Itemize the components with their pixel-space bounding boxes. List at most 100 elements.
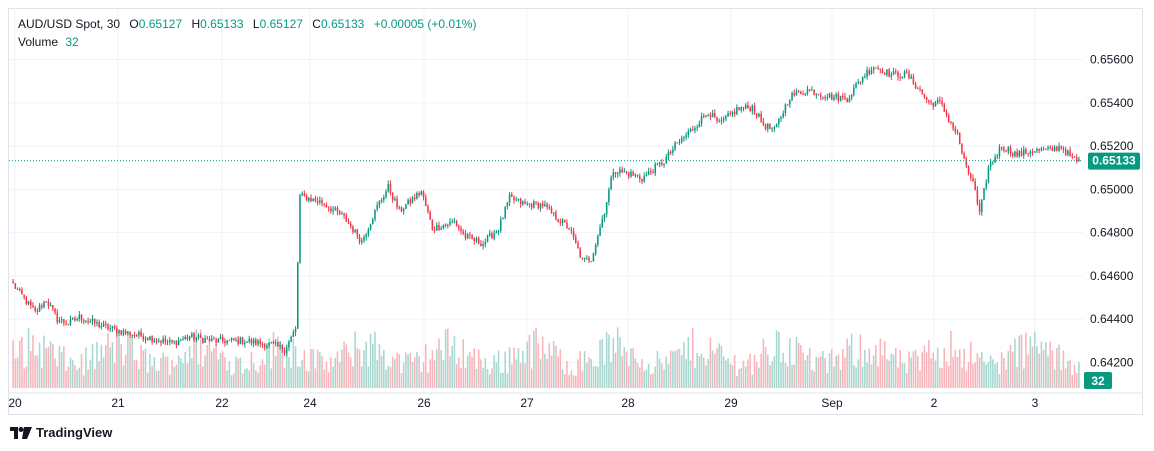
volume-bar [824,358,826,388]
chart-frame[interactable] [8,8,1143,415]
volume-bar [661,363,663,388]
candle-body [886,69,888,75]
candle-body [881,69,884,74]
candle-body [1069,150,1071,157]
volume-bar [341,349,343,388]
candle-body [842,96,844,98]
time-tick-label: 26 [417,396,431,410]
volume-bar [206,344,209,388]
candle-body [616,172,619,174]
volume-bar [722,356,725,388]
volume-bar [241,373,244,388]
volume-bar [85,347,87,388]
candle-body [118,330,120,334]
candle-body [502,217,504,220]
candle-body [819,94,822,97]
candle-body [323,203,326,205]
candle-body [493,233,495,239]
candle-body [1020,151,1023,156]
volume-bar [647,364,650,388]
candle-body [636,174,639,176]
candle-body [914,83,917,89]
volume-bar [568,375,570,388]
candle-body [575,237,577,244]
candle-body [1040,148,1043,151]
volume-bar [650,374,652,388]
volume-bar [138,368,140,388]
candle-body [32,305,34,308]
candle-body [1047,147,1049,149]
volume-bar [696,352,698,388]
volume-bar [1016,367,1018,388]
candle-body [60,319,63,321]
candle-body [572,231,575,238]
candle-body [943,104,946,112]
volume-bar [877,366,879,388]
volume-bar [290,367,292,388]
volume-bar [778,331,780,388]
candle-body [630,171,632,177]
candle-body [1075,157,1078,161]
volume-bar [981,352,983,388]
candle-body [325,204,328,208]
volume-bar [530,368,533,388]
volume-bar [513,347,515,388]
symbol-title[interactable]: AUD/USD Spot, 30 [18,17,121,31]
volume-bar [954,349,957,388]
volume-bar [965,370,968,388]
volume-bar [634,358,637,388]
candle-body [588,257,590,262]
volume-bar [12,340,14,388]
volume-bar [369,333,372,388]
candle-body [250,339,253,344]
volume-bar [228,361,231,388]
candle-body [451,221,453,223]
volume-bar [563,374,566,388]
candle-body [625,171,628,173]
volume-bar [639,367,641,388]
candle-body [144,338,147,340]
volume-bar [32,335,34,388]
volume-bar [643,370,645,388]
candle-body [703,116,705,118]
candle-body [321,200,323,204]
volume-bar [107,333,109,388]
volume-bar [76,369,78,388]
candle-body [319,200,321,203]
volume-bar [135,359,138,388]
candle-body [34,307,36,311]
volume-bar [985,364,987,388]
candle-body [773,127,776,129]
price-axis[interactable]: 0.65600 0.65400 0.65200 0.65000 0.64800 0.646… [1090,52,1134,369]
candle-body [524,201,526,204]
volume-label[interactable]: Volume [18,35,59,49]
candle-body [656,164,659,166]
volume-bar [314,368,317,388]
volume-bar [605,331,608,388]
volume-bar [683,341,685,388]
volume-bar [802,352,804,388]
volume-bar [310,348,312,388]
volume-bar [129,337,131,388]
candle-body [197,335,200,338]
volume-bar [111,342,114,388]
volume-bar [140,345,142,388]
volume-bar [733,354,736,388]
candle-body [729,113,732,115]
tradingview-brand[interactable]: TradingView [10,425,112,440]
candle-body [332,209,334,212]
candle-body [391,193,394,200]
volume-bar [29,350,32,388]
candle-body [80,314,83,321]
volume-bar [413,357,416,388]
candle-body [374,209,376,220]
candle-body [1053,146,1056,151]
candle-body [769,123,771,129]
candle-body [1031,151,1034,153]
time-axis[interactable]: 20 21 22 24 26 27 28 29 Sep 2 3 [8,396,1038,410]
candle-body [488,233,491,236]
volume-bar [308,371,310,388]
candle-body [954,128,957,132]
candle-body [436,224,438,231]
